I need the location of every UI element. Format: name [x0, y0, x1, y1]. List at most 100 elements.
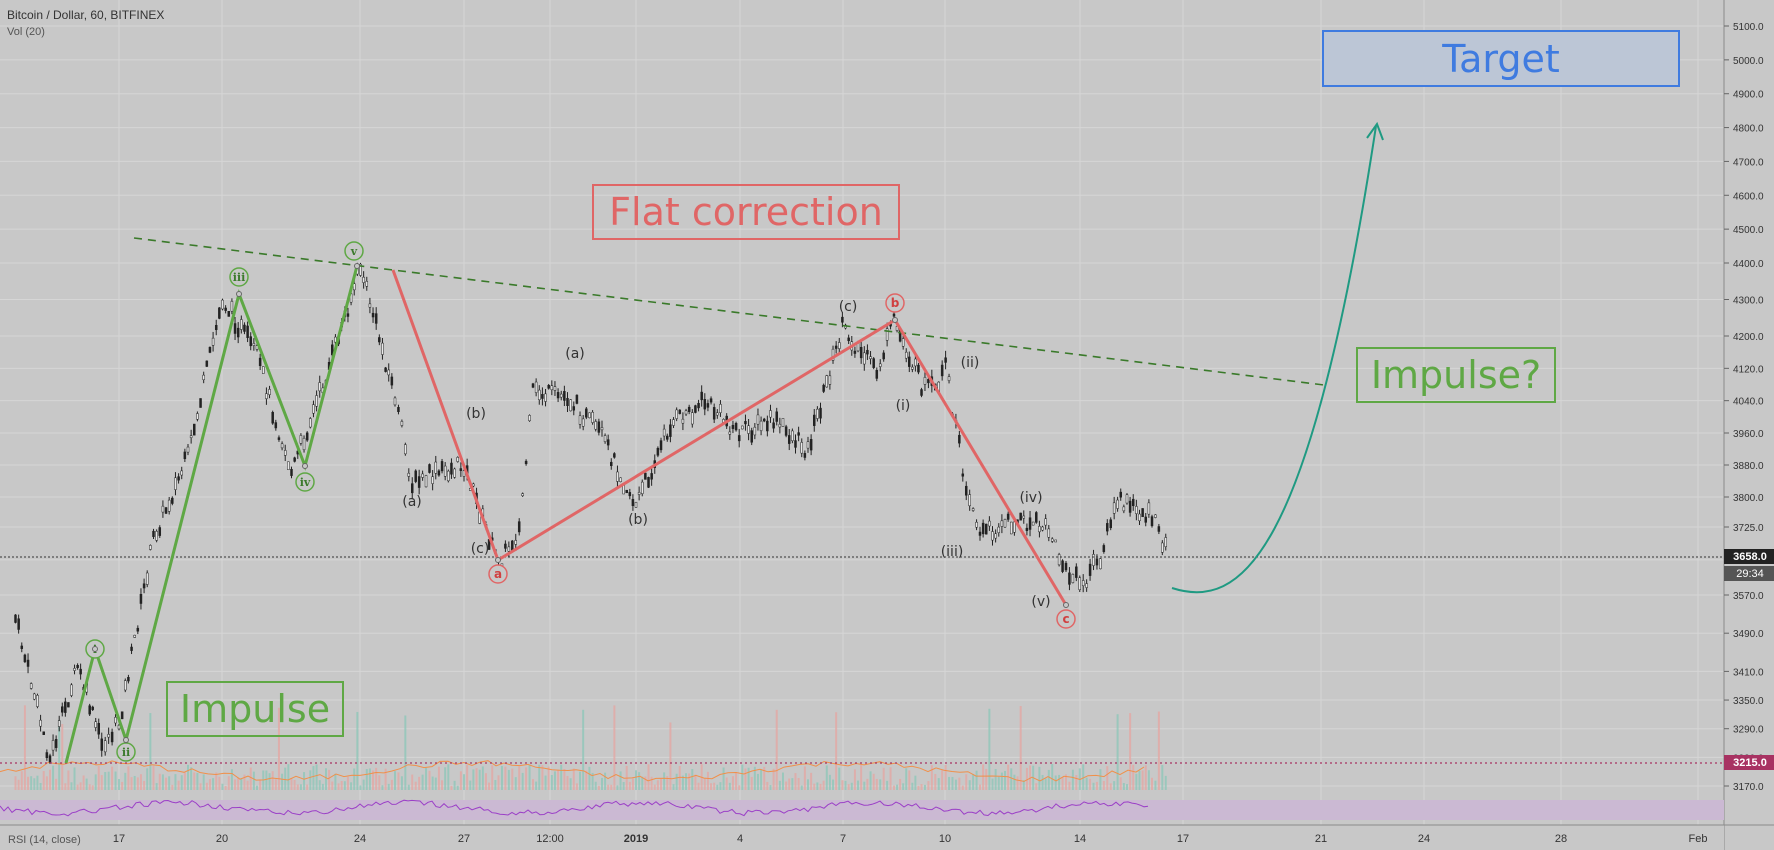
- volume-bar: [215, 772, 218, 790]
- volume-bar: [794, 773, 797, 790]
- candle-body: [390, 376, 394, 386]
- volume-bar: [908, 770, 911, 790]
- volume-bar: [488, 782, 491, 790]
- volume-bar: [394, 771, 396, 790]
- candle-body: [591, 411, 594, 423]
- volume-bar: [221, 783, 224, 790]
- candle-body: [901, 338, 905, 347]
- candle-body: [64, 701, 67, 713]
- volume-bar: [475, 768, 478, 790]
- price-tick-label: 5100.0: [1733, 22, 1764, 33]
- volume-bar: [1058, 774, 1061, 790]
- volume-bar: [306, 784, 309, 790]
- volume-bar: [535, 781, 538, 790]
- volume-bar: [88, 784, 91, 790]
- volume-bar: [810, 772, 813, 790]
- last-price-value: 3658.0: [1733, 551, 1767, 563]
- volume-bar: [905, 768, 908, 790]
- volume-bar: [803, 766, 806, 790]
- volume-bar: [27, 776, 30, 790]
- volume-bar: [750, 776, 753, 790]
- candle-body: [753, 426, 757, 436]
- volume-bar: [14, 776, 17, 790]
- volume-bar: [566, 775, 569, 790]
- volume-bar: [20, 771, 23, 790]
- candle-body: [628, 492, 632, 497]
- volume-bar: [697, 782, 700, 790]
- candle-body: [1081, 580, 1085, 587]
- candle-body: [1050, 538, 1054, 542]
- volume-bar: [331, 781, 334, 790]
- volume-bar: [497, 775, 500, 790]
- volume-bar: [772, 768, 775, 790]
- candle-body: [597, 421, 601, 433]
- wave-vertex-dot: [302, 463, 308, 469]
- volume-bar: [76, 784, 79, 790]
- candle-body: [1144, 516, 1147, 523]
- wave-vertex-dot: [354, 263, 360, 269]
- wave-vertex-dot: [123, 737, 129, 743]
- candle-body: [265, 393, 268, 399]
- candle-body: [1099, 558, 1102, 570]
- volume-bar: [130, 777, 133, 790]
- volume-bar: [1082, 764, 1085, 790]
- volume-bar: [948, 776, 951, 790]
- candle-body: [841, 316, 844, 323]
- projection-curve: [1171, 125, 1377, 594]
- candle-body: [744, 421, 747, 425]
- volume-bar: [1085, 777, 1088, 790]
- volume-bar: [49, 769, 51, 790]
- candle-body: [346, 313, 350, 317]
- candle-body: [1038, 526, 1041, 533]
- time-axis[interactable]: 17 20 24 27 12:00 2019 4 7 10 14 17 21 24 28 Feb: [0, 824, 1774, 850]
- volume-bar: [672, 784, 675, 790]
- volume-bar: [1071, 769, 1074, 790]
- price-axis[interactable]: 5100.0 5000.0 4900.0 4800.0 4700.0 4600.0 4500…: [1723, 0, 1774, 850]
- price-tick-label: 3410.0: [1733, 667, 1764, 678]
- volume-bar: [653, 784, 656, 790]
- level-tag: [1724, 755, 1774, 770]
- candle-body: [76, 665, 79, 669]
- candle-body: [610, 461, 613, 467]
- volume-bar: [387, 783, 390, 790]
- volume-bar: [896, 784, 899, 790]
- candle-body: [544, 393, 547, 402]
- volume-bar: [756, 773, 759, 790]
- candle-body: [613, 453, 616, 458]
- volume-bar: [337, 783, 340, 790]
- volume-bar: [114, 771, 117, 790]
- volume-bar: [73, 767, 76, 790]
- candle-body: [230, 301, 234, 312]
- candle-body: [124, 680, 127, 691]
- candle-body: [149, 545, 152, 550]
- volume-bar: [644, 776, 647, 790]
- candle-body: [57, 720, 61, 727]
- volume-bar: [55, 778, 58, 790]
- volume-bar: [384, 768, 387, 790]
- volume-bar: [1065, 774, 1067, 790]
- volume-bar: [1141, 770, 1144, 790]
- candle-body: [136, 627, 140, 632]
- candle-body: [130, 646, 133, 651]
- candle-body: [277, 437, 281, 440]
- candle-body: [917, 364, 920, 373]
- volume-bar: [466, 765, 469, 790]
- candle-body: [91, 706, 94, 710]
- candle-body: [1035, 512, 1038, 523]
- volume-bar: [525, 767, 528, 790]
- volume-bar: [1007, 764, 1010, 790]
- candle-body: [737, 435, 741, 442]
- volume-bar: [268, 773, 271, 790]
- candle-body: [813, 414, 816, 426]
- candle-body: [1025, 527, 1029, 531]
- volume-bar: [1109, 783, 1112, 790]
- volume-bar: [45, 776, 48, 790]
- candle-body: [524, 460, 528, 465]
- candle-body: [48, 755, 52, 763]
- candle-body: [45, 752, 49, 758]
- price-tick-label: 3350.0: [1733, 696, 1764, 707]
- candle-body: [428, 464, 431, 473]
- candle-body: [214, 324, 218, 331]
- candle-body: [504, 543, 507, 549]
